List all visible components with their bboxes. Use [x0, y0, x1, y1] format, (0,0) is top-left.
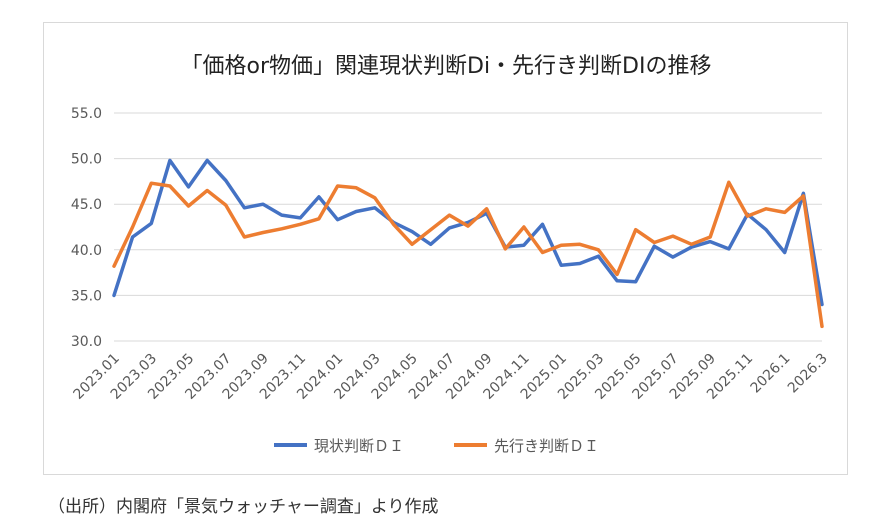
line-chart: 「価格or物価」関連現状判断Di・先行き判断DIの推移 30.0 35.0 40.0… [71, 54, 831, 455]
y-axis-ticks: 30.0 35.0 40.0 45.0 50.0 55.0 [71, 106, 102, 350]
chart-frame: 「価格or物価」関連現状判断Di・先行き判断DIの推移 30.0 35.0 40.0… [43, 22, 848, 475]
y-tick-label: 55.0 [71, 106, 102, 122]
legend-label-現状判断DI: 現状判断ＤＩ [314, 437, 404, 455]
source-note: （出所）内閣府「景気ウォッチャー調査」より作成 [48, 497, 439, 517]
legend: 現状判断ＤＩ 先行き判断ＤＩ [274, 437, 599, 455]
series-line-1 [112, 180, 824, 329]
legend-label-先行き判断DI: 先行き判断ＤＩ [494, 437, 599, 455]
y-tick-label: 45.0 [71, 197, 102, 213]
x-tick-label: 2026.3 [785, 351, 831, 397]
x-tick-label: 2026.1 [748, 351, 794, 397]
y-tick-label: 30.0 [71, 334, 102, 350]
gridlines [114, 112, 822, 342]
y-tick-label: 50.0 [71, 152, 102, 168]
series-line-0 [112, 158, 824, 307]
y-tick-label: 40.0 [71, 243, 102, 259]
x-axis-ticks: 2023.012023.032023.052023.072023.092023.… [71, 351, 831, 403]
y-tick-label: 35.0 [71, 288, 102, 304]
chart-title: 「価格or物価」関連現状判断Di・先行き判断DIの推移 [181, 54, 712, 79]
series-lines [112, 158, 824, 329]
